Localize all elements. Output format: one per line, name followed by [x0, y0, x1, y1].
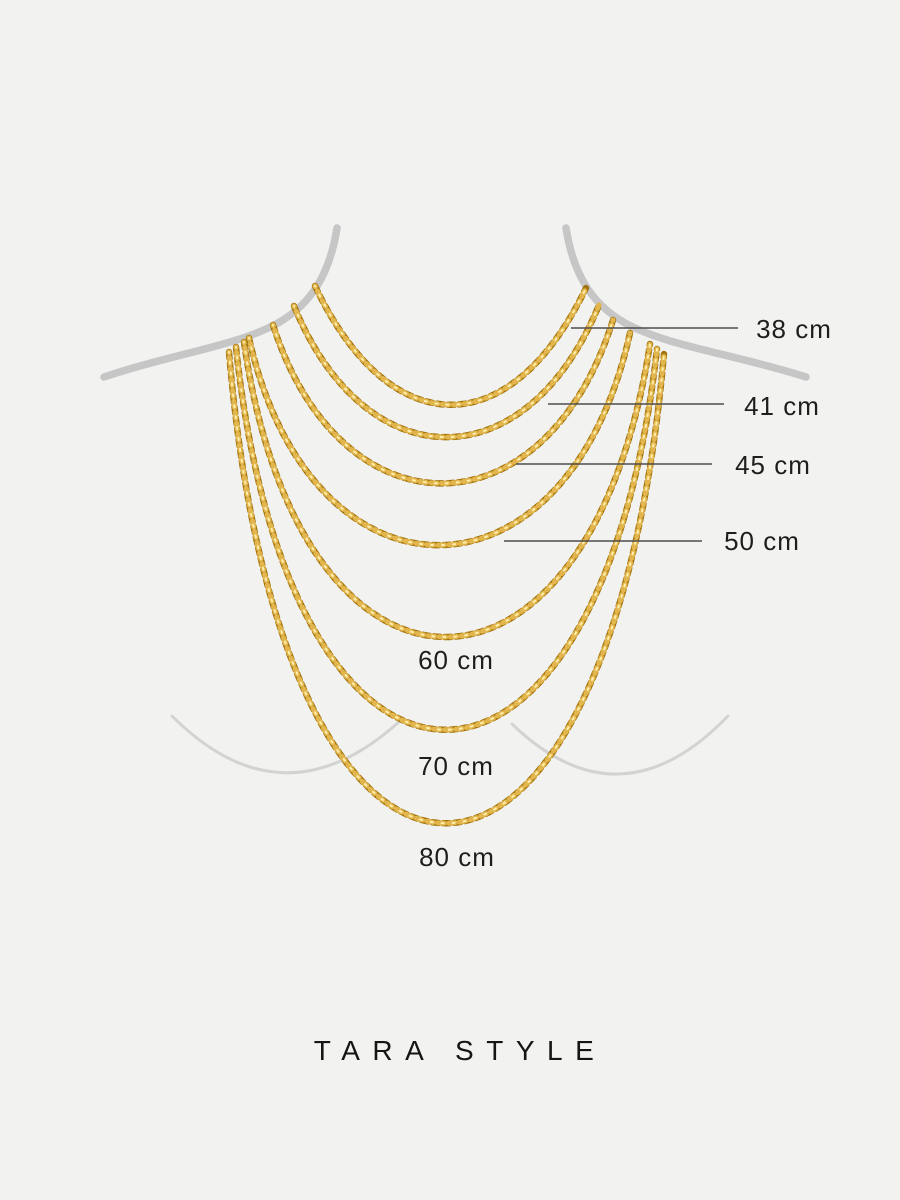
chain-41cm — [290, 301, 603, 441]
chain-stroke — [243, 341, 651, 638]
size-label-60cm: 60 cm — [418, 645, 494, 675]
neck-silhouette-right — [562, 224, 810, 381]
bust-contour-left — [170, 714, 402, 775]
size-label-70cm: 70 cm — [418, 751, 494, 781]
chain-stroke — [291, 302, 602, 440]
chain-60cm — [240, 338, 654, 640]
size-label-50cm: 50 cm — [724, 526, 800, 556]
chains — [225, 282, 668, 827]
chain-stroke — [314, 285, 587, 406]
chain-stroke — [226, 349, 667, 826]
chain-50cm — [245, 329, 634, 549]
size-label-45cm: 45 cm — [735, 450, 811, 480]
chain-stroke — [270, 317, 616, 486]
chain-stroke — [248, 332, 631, 546]
size-label-80cm: 80 cm — [419, 842, 495, 872]
size-label-38cm: 38 cm — [756, 314, 832, 344]
brand-logo-text: TARA STYLE — [314, 1035, 607, 1066]
chain-80cm — [225, 348, 668, 827]
neck-silhouette-left — [100, 224, 341, 381]
chain-38cm — [311, 282, 590, 408]
chain-stroke — [240, 338, 654, 640]
chain-stroke — [241, 339, 653, 640]
chain-stroke — [243, 341, 651, 638]
size-label-41cm: 41 cm — [744, 391, 820, 421]
chain-45cm — [269, 316, 617, 487]
bust-contour-right — [510, 714, 730, 776]
